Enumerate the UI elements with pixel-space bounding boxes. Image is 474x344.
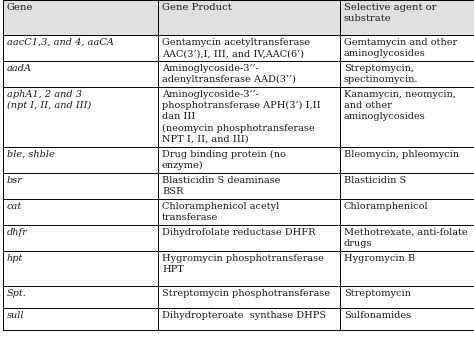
Text: Aminoglycoside-3’’-
phosphotransferase APH(3’) I,II
dan III
(neomycin phosphotra: Aminoglycoside-3’’- phosphotransferase A… (162, 90, 320, 144)
Text: Gentamycin acetyltransferase
AAC(3’),I, III, and IV,AAC(6’): Gentamycin acetyltransferase AAC(3’),I, … (162, 38, 310, 58)
Text: bsr: bsr (7, 176, 23, 185)
Text: Streptomycin phosphotransferase: Streptomycin phosphotransferase (162, 289, 330, 298)
Bar (3, 0, 474, 35)
Text: Dihydrofolate reductase DHFR: Dihydrofolate reductase DHFR (162, 228, 316, 237)
Text: Drug binding protein (no
enzyme): Drug binding protein (no enzyme) (162, 150, 286, 170)
Text: Gemtamycin and other
aminoglycosides: Gemtamycin and other aminoglycosides (344, 38, 457, 58)
Text: cat: cat (7, 202, 22, 211)
Text: aadA: aadA (7, 64, 32, 73)
Text: Aminoglycoside-3’’-
adenyltransferase AAD(3’’): Aminoglycoside-3’’- adenyltransferase AA… (162, 64, 296, 84)
Text: Chloramphenicol acetyl
transferase: Chloramphenicol acetyl transferase (162, 202, 279, 222)
Text: Spt.: Spt. (7, 289, 27, 298)
Text: Streptomycin: Streptomycin (344, 289, 411, 298)
Text: Hygromycin phosphotransferase
HPT: Hygromycin phosphotransferase HPT (162, 254, 324, 274)
Text: Streptomycin,
spectinomycin.: Streptomycin, spectinomycin. (344, 64, 419, 84)
Text: Bleomycin, phleomycin: Bleomycin, phleomycin (344, 150, 459, 159)
Text: Chloramphenicol: Chloramphenicol (344, 202, 428, 211)
Text: Gene Product: Gene Product (162, 3, 232, 12)
Text: Dihydropteroate  synthase DHPS: Dihydropteroate synthase DHPS (162, 311, 326, 320)
Text: Hygromycin B: Hygromycin B (344, 254, 415, 263)
Text: Gene: Gene (7, 3, 34, 12)
Text: ble, shble: ble, shble (7, 150, 55, 159)
Text: Kanamycin, neomycin,
and other
aminoglycosides: Kanamycin, neomycin, and other aminoglyc… (344, 90, 456, 121)
Text: Blasticidin S: Blasticidin S (344, 176, 406, 185)
Text: sull: sull (7, 311, 25, 320)
Text: aacC1,3, and 4, aaCA: aacC1,3, and 4, aaCA (7, 38, 114, 47)
Text: Blasticidin S deaminase
BSR: Blasticidin S deaminase BSR (162, 176, 281, 196)
Text: Methotrexate, anti-folate
drugs: Methotrexate, anti-folate drugs (344, 228, 468, 248)
Text: dhfr: dhfr (7, 228, 28, 237)
Text: Sulfonamides: Sulfonamides (344, 311, 411, 320)
Text: hpt: hpt (7, 254, 23, 263)
Text: Selective agent or
substrate: Selective agent or substrate (344, 3, 437, 23)
Text: aphA1, 2 and 3
(npt I, II, and III): aphA1, 2 and 3 (npt I, II, and III) (7, 90, 91, 110)
